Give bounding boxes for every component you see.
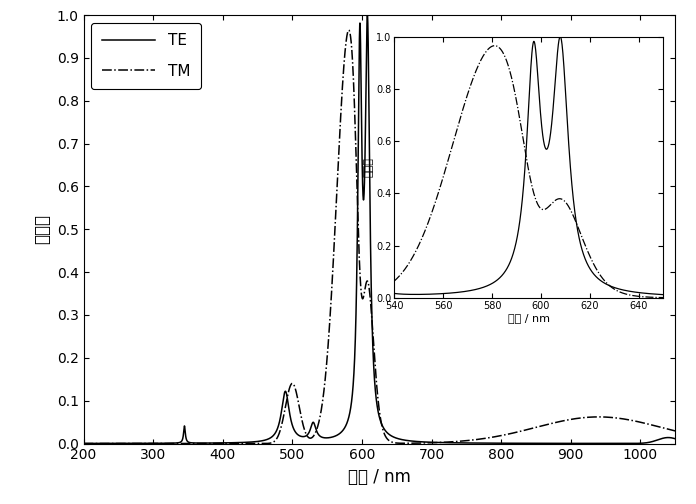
Legend: TE, TM: TE, TM xyxy=(91,23,200,89)
Line: TE: TE xyxy=(84,15,675,444)
TE xyxy=(369,342,377,348)
Line: TM: TM xyxy=(84,30,675,444)
TE xyxy=(640,440,648,446)
TM xyxy=(369,329,377,335)
TE xyxy=(104,440,112,447)
TM xyxy=(345,27,353,33)
TE xyxy=(196,440,204,446)
TM xyxy=(82,440,90,447)
TM xyxy=(196,440,204,447)
TE xyxy=(115,440,123,447)
TM xyxy=(104,440,112,447)
Y-axis label: 透射率: 透射率 xyxy=(33,214,51,244)
TM xyxy=(79,440,88,447)
TE xyxy=(622,440,630,447)
TM xyxy=(115,440,123,447)
TE xyxy=(82,440,90,447)
TM xyxy=(640,420,648,426)
TM xyxy=(671,428,679,434)
TE xyxy=(363,12,372,18)
TE xyxy=(671,435,679,442)
X-axis label: 波长 / nm: 波长 / nm xyxy=(348,468,411,486)
TE xyxy=(79,440,88,447)
